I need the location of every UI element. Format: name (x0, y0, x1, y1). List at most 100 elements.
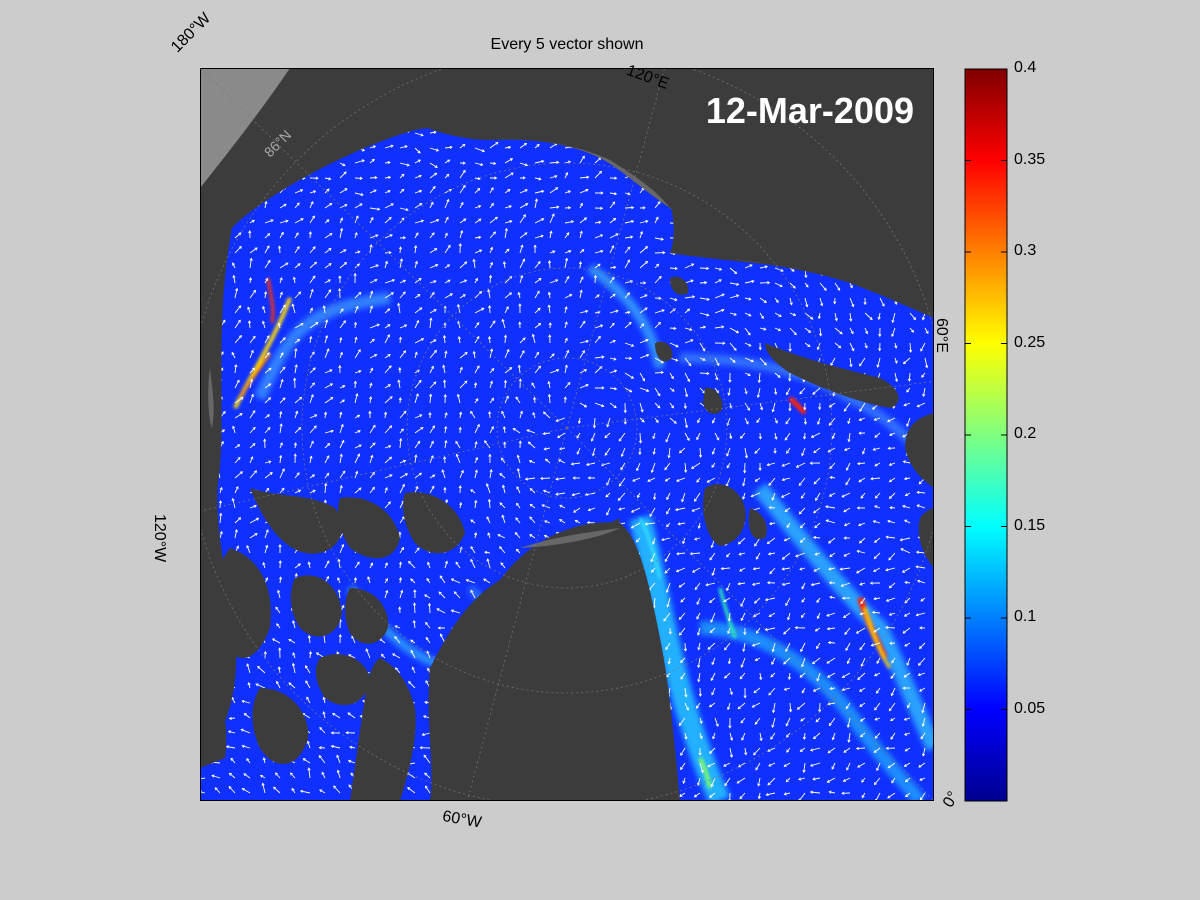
drift-vector-head (323, 411, 328, 415)
drift-vector-head (420, 338, 425, 342)
drift-vector (384, 487, 388, 494)
drift-vector (680, 597, 686, 603)
drift-vector (504, 146, 511, 149)
drift-vector-head (709, 794, 713, 798)
drift-vector (474, 236, 481, 239)
drift-vector (248, 682, 251, 689)
drift-vector-head (831, 766, 835, 770)
drift-vector-head (828, 493, 832, 497)
drift-vector-head (300, 218, 304, 222)
drift-vector-head (786, 524, 790, 529)
drift-vector (470, 411, 476, 419)
drift-vector-head (680, 599, 684, 603)
drift-vector (354, 215, 359, 224)
drift-vector-head (597, 335, 601, 339)
drift-vector (741, 732, 746, 741)
drift-vector (714, 432, 720, 441)
drift-vector (305, 680, 311, 689)
drift-vector-head (768, 505, 772, 510)
drift-vector-head (279, 423, 283, 427)
drift-vector (919, 687, 926, 692)
drift-vector (678, 612, 686, 620)
drift-vector (849, 357, 852, 367)
drift-vector (324, 443, 331, 449)
drift-vector (860, 717, 866, 722)
drift-vector (811, 432, 821, 438)
drift-vector-head (774, 436, 778, 440)
drift-vector (549, 213, 555, 224)
drift-vector-head (657, 201, 661, 205)
drift-vector-head (579, 202, 583, 206)
drift-vector-head (353, 321, 358, 325)
drift-vector-head (829, 554, 833, 557)
drift-vector-head (692, 295, 696, 299)
drift-vector (767, 747, 776, 752)
drift-vector-head (293, 442, 298, 446)
drift-vector-head (667, 661, 671, 665)
drift-vector-head (432, 474, 436, 478)
drift-vector (555, 492, 566, 495)
drift-vector (744, 402, 750, 411)
drift-vector (624, 292, 630, 299)
drift-vector-head (228, 716, 232, 721)
drift-vector (384, 145, 394, 149)
drift-vector (874, 462, 881, 467)
drift-vector (724, 672, 731, 679)
drift-vector-head (340, 423, 344, 428)
drift-vector-head (420, 426, 424, 430)
drift-vector (545, 458, 551, 464)
drift-vector (517, 468, 521, 479)
drift-vector-head (860, 734, 864, 738)
drift-vector-head (878, 348, 882, 352)
drift-vector (255, 683, 266, 689)
drift-vector-head (413, 245, 418, 249)
drift-vector-head (709, 629, 713, 634)
drift-vector-head (361, 159, 365, 163)
drift-vector (810, 791, 821, 794)
drift-vector-head (751, 582, 756, 586)
drift-vector (324, 219, 330, 224)
drift-vector-head (487, 288, 491, 293)
drift-vector (861, 792, 866, 798)
drift-vector (609, 310, 619, 314)
drift-vector-head (891, 333, 895, 338)
drift-vector-head (538, 177, 542, 181)
drift-vector-head (329, 233, 333, 236)
drift-vector (277, 590, 281, 599)
drift-vector (650, 552, 656, 562)
drift-vector-head (377, 207, 381, 211)
drift-vector (394, 636, 401, 644)
drift-vector (694, 537, 701, 540)
drift-vector (354, 322, 357, 329)
drift-vector (441, 469, 446, 479)
drift-vector (429, 381, 437, 389)
drift-vector (639, 372, 645, 382)
drift-vector (844, 627, 851, 635)
drift-vector-head (463, 218, 467, 222)
drift-vector (309, 336, 312, 344)
drift-vector (339, 337, 342, 344)
drift-vector-head (267, 233, 271, 237)
drift-vector (754, 717, 761, 725)
drift-vector-head (744, 391, 748, 395)
drift-vector (354, 203, 363, 209)
drift-vector (533, 397, 536, 404)
drift-vector-head (727, 392, 731, 396)
drift-vector (874, 732, 881, 739)
drift-vector-head (239, 413, 243, 417)
drift-vector (339, 470, 346, 479)
drift-vector (429, 441, 434, 449)
no-data-region (200, 68, 290, 188)
drift-vector-head (613, 357, 617, 361)
svalbard (703, 484, 746, 546)
drift-vector (484, 440, 491, 449)
drift-vector-head (462, 294, 466, 298)
drift-vector (706, 477, 716, 483)
drift-vector (699, 282, 707, 284)
drift-vector (474, 532, 477, 539)
drift-vector (651, 567, 656, 573)
drift-vector-head (903, 403, 907, 407)
drift-vector-head (696, 437, 700, 441)
drift-vector-head (813, 510, 817, 514)
drift-vector-head (459, 502, 463, 506)
